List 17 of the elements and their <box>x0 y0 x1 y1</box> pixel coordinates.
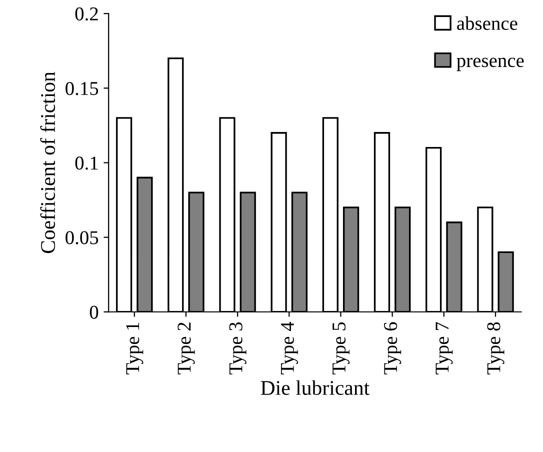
y-tick-label: 0.1 <box>75 156 98 170</box>
x-tick-label: Type 6 <box>384 322 402 374</box>
legend-label: presence <box>456 58 524 72</box>
x-tick-label: Type 7 <box>436 322 453 374</box>
legend-label: absence <box>457 16 518 30</box>
y-tick-label: 0.05 <box>66 231 98 244</box>
x-tick-label: Type 4 <box>280 322 298 374</box>
x-axis-title: Die lubricant <box>260 380 370 395</box>
y-tick-label: 0 <box>90 306 98 319</box>
x-tick-label: Type 3 <box>229 322 246 374</box>
y-tick-label: 0.2 <box>75 7 98 21</box>
x-tick-label: Type 2 <box>178 322 195 374</box>
x-tick-label: Type 5 <box>332 322 350 374</box>
y-tick-label: 0.15 <box>66 82 98 96</box>
y-axis-title: Coefficient of friction <box>40 72 56 254</box>
x-tick-label: Type 1 <box>126 322 144 374</box>
x-tick-label: Type 8 <box>487 322 504 374</box>
